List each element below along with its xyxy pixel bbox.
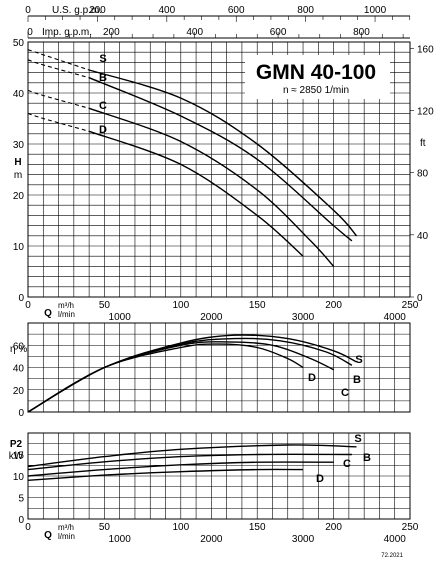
impgpm-tick: 200 bbox=[103, 27, 120, 38]
head-curve-S bbox=[88, 69, 358, 237]
usgpm-tick: 600 bbox=[228, 5, 245, 16]
head-label-B: B bbox=[99, 72, 107, 84]
head-frame bbox=[27, 41, 411, 298]
p2-tick: 10 bbox=[13, 472, 25, 483]
impgpm-tick: 800 bbox=[353, 27, 370, 38]
usgpm-tick: 200 bbox=[89, 5, 106, 16]
head-curve-D-dashed bbox=[27, 112, 90, 132]
q-m3h-tick-head: 0 bbox=[25, 300, 31, 311]
title-box bbox=[245, 55, 390, 99]
head-label-D: D bbox=[99, 124, 107, 136]
p2-axis-title: P2 bbox=[10, 439, 23, 450]
ft-tick: 120 bbox=[417, 106, 434, 117]
q-m3h-tick-power: 150 bbox=[249, 522, 266, 533]
q-unit-lmin-power: l/min bbox=[58, 532, 75, 541]
head-label-S: S bbox=[99, 53, 106, 65]
p2-tick: 15 bbox=[13, 451, 25, 462]
usgpm-tick: 1000 bbox=[364, 5, 387, 16]
eta-tick: 0 bbox=[18, 408, 24, 419]
impgpm-tick: 600 bbox=[270, 27, 287, 38]
head-curve-B-dashed bbox=[27, 59, 90, 79]
usgpm-label: U.S. g.p.m. bbox=[52, 5, 102, 16]
power-curve-S bbox=[27, 444, 357, 468]
h-m-tick: 20 bbox=[13, 191, 25, 202]
efficiency-label-S: S bbox=[355, 354, 362, 366]
q-lmin-tick-head: 4000 bbox=[384, 312, 407, 323]
q-unit-m3h-power: m³/h bbox=[58, 523, 74, 532]
ft-tick: 160 bbox=[417, 44, 434, 55]
h-m-tick: 40 bbox=[13, 89, 25, 100]
q-lmin-tick-power: 4000 bbox=[384, 534, 407, 545]
power-label-D: D bbox=[316, 473, 324, 485]
power-curve-C bbox=[27, 461, 334, 477]
p2-tick: 5 bbox=[18, 494, 24, 505]
q-m3h-tick-power: 200 bbox=[325, 522, 342, 533]
q-lmin-tick-power: 2000 bbox=[200, 534, 223, 545]
impgpm-tick: 0 bbox=[27, 27, 33, 38]
efficiency-label-C: C bbox=[341, 387, 349, 399]
q-lmin-tick-head: 3000 bbox=[292, 312, 315, 323]
h-axis-unit: m bbox=[14, 170, 22, 181]
q-m3h-tick-head: 150 bbox=[249, 300, 266, 311]
eta-tick: 40 bbox=[13, 364, 25, 375]
head-curve-C bbox=[88, 107, 335, 267]
speed-label: n ≈ 2850 1/min bbox=[283, 85, 349, 96]
ft-unit: ft bbox=[420, 138, 426, 149]
q-m3h-tick-head: 250 bbox=[402, 300, 419, 311]
head-label-C: C bbox=[99, 100, 107, 112]
h-m-tick: 10 bbox=[13, 242, 25, 253]
ft-tick: 0 bbox=[417, 293, 423, 304]
head-curve-B bbox=[88, 77, 353, 242]
head-curve-C-dashed bbox=[27, 89, 90, 109]
ft-tick: 40 bbox=[417, 231, 429, 242]
efficiency-curve-D bbox=[27, 343, 304, 413]
head-curve-D bbox=[88, 130, 304, 257]
eta-axis-title: η % bbox=[10, 344, 27, 355]
h-m-tick: 0 bbox=[18, 293, 24, 304]
impgpm-tick: 400 bbox=[186, 27, 203, 38]
model-title: GMN 40-100 bbox=[256, 61, 376, 84]
chart-code: 72.2021 bbox=[381, 553, 403, 559]
efficiency-label-B: B bbox=[353, 374, 361, 386]
h-m-tick: 50 bbox=[13, 38, 25, 49]
h-m-tick: 30 bbox=[13, 140, 25, 151]
q-m3h-tick-power: 0 bbox=[25, 522, 31, 533]
q-label-power: Q bbox=[44, 530, 52, 541]
q-m3h-tick-head: 200 bbox=[325, 300, 342, 311]
power-label-S: S bbox=[354, 433, 361, 445]
eta-tick: 60 bbox=[13, 341, 25, 352]
q-lmin-tick-head: 2000 bbox=[200, 312, 223, 323]
q-m3h-tick-power: 100 bbox=[172, 522, 189, 533]
q-m3h-tick-power: 50 bbox=[99, 522, 111, 533]
q-lmin-tick-power: 3000 bbox=[292, 534, 315, 545]
p2-tick: 0 bbox=[18, 515, 24, 526]
impgpm-label: Imp. g.p.m. bbox=[42, 27, 92, 38]
q-m3h-tick-head: 50 bbox=[99, 300, 111, 311]
ft-tick: 80 bbox=[417, 169, 429, 180]
q-unit-m3h-head: m³/h bbox=[58, 301, 74, 310]
efficiency-label-D: D bbox=[308, 372, 316, 384]
q-lmin-tick-head: 1000 bbox=[109, 312, 132, 323]
q-lmin-tick-power: 1000 bbox=[109, 534, 132, 545]
power-label-B: B bbox=[363, 452, 371, 464]
usgpm-tick: 400 bbox=[158, 5, 175, 16]
q-m3h-tick-head: 100 bbox=[172, 300, 189, 311]
power-curve-B bbox=[27, 453, 352, 471]
h-axis-title: H bbox=[14, 157, 21, 168]
q-unit-lmin-head: l/min bbox=[58, 310, 75, 319]
q-label-head: Q bbox=[44, 308, 52, 319]
head-curve-S-dashed bbox=[27, 49, 90, 71]
p2-axis-unit: kW bbox=[9, 451, 24, 462]
q-m3h-tick-power: 250 bbox=[402, 522, 419, 533]
usgpm-tick: 0 bbox=[25, 5, 31, 16]
power-curve-D bbox=[27, 468, 304, 481]
eta-tick: 20 bbox=[13, 386, 25, 397]
power-label-C: C bbox=[343, 458, 351, 470]
usgpm-tick: 800 bbox=[297, 5, 314, 16]
